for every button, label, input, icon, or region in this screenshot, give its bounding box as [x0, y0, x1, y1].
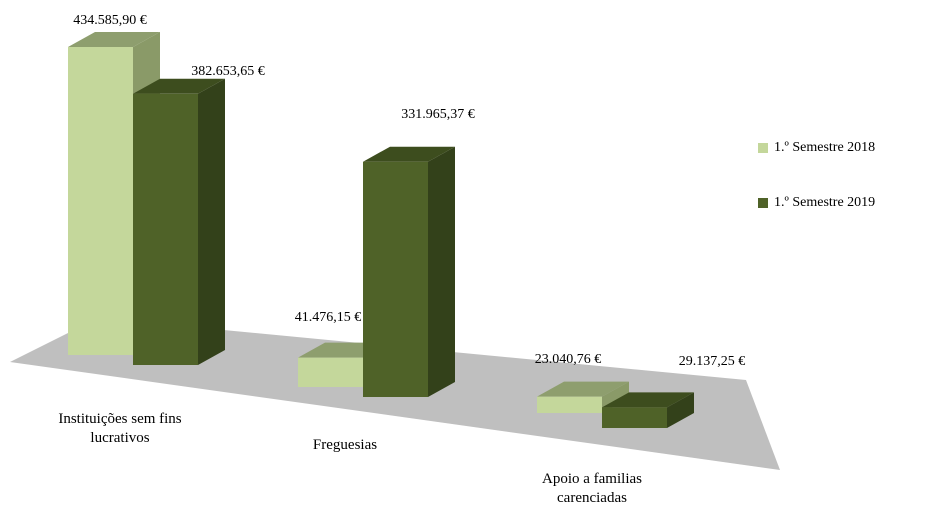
legend-swatch — [758, 198, 768, 208]
bar-front — [68, 47, 133, 356]
value-label: 23.040,76 € — [535, 352, 602, 367]
value-label: 29.137,25 € — [679, 354, 746, 369]
bar-top — [537, 381, 629, 397]
category-label: Apoio a familias carenciadas — [542, 471, 642, 506]
legend-swatch — [758, 143, 768, 153]
legend-label: 1.º Semestre 2019 — [774, 195, 875, 210]
bar — [602, 392, 694, 428]
bar-side — [428, 146, 455, 397]
value-label: 41.476,15 € — [295, 310, 362, 325]
bar-side — [198, 78, 225, 366]
bar-front — [537, 396, 602, 413]
legend-label: 1.º Semestre 2018 — [774, 140, 875, 155]
bar-front — [602, 407, 667, 428]
bar-top — [133, 78, 225, 94]
value-label: 331.965,37 € — [401, 107, 475, 122]
bar-front — [133, 93, 198, 366]
bar-front — [363, 161, 428, 397]
value-label: 382.653,65 € — [191, 64, 265, 79]
category-label: Freguesias — [312, 437, 378, 453]
bar-top — [363, 146, 455, 162]
value-label: 434.585,90 € — [73, 13, 147, 28]
bar-side — [667, 392, 694, 428]
bar-top — [602, 392, 694, 408]
bar-top — [68, 32, 160, 48]
bar — [363, 146, 455, 397]
bar-front — [298, 357, 363, 387]
bar — [133, 78, 225, 366]
category-label: Instituições sem fins lucrativos — [58, 411, 182, 446]
